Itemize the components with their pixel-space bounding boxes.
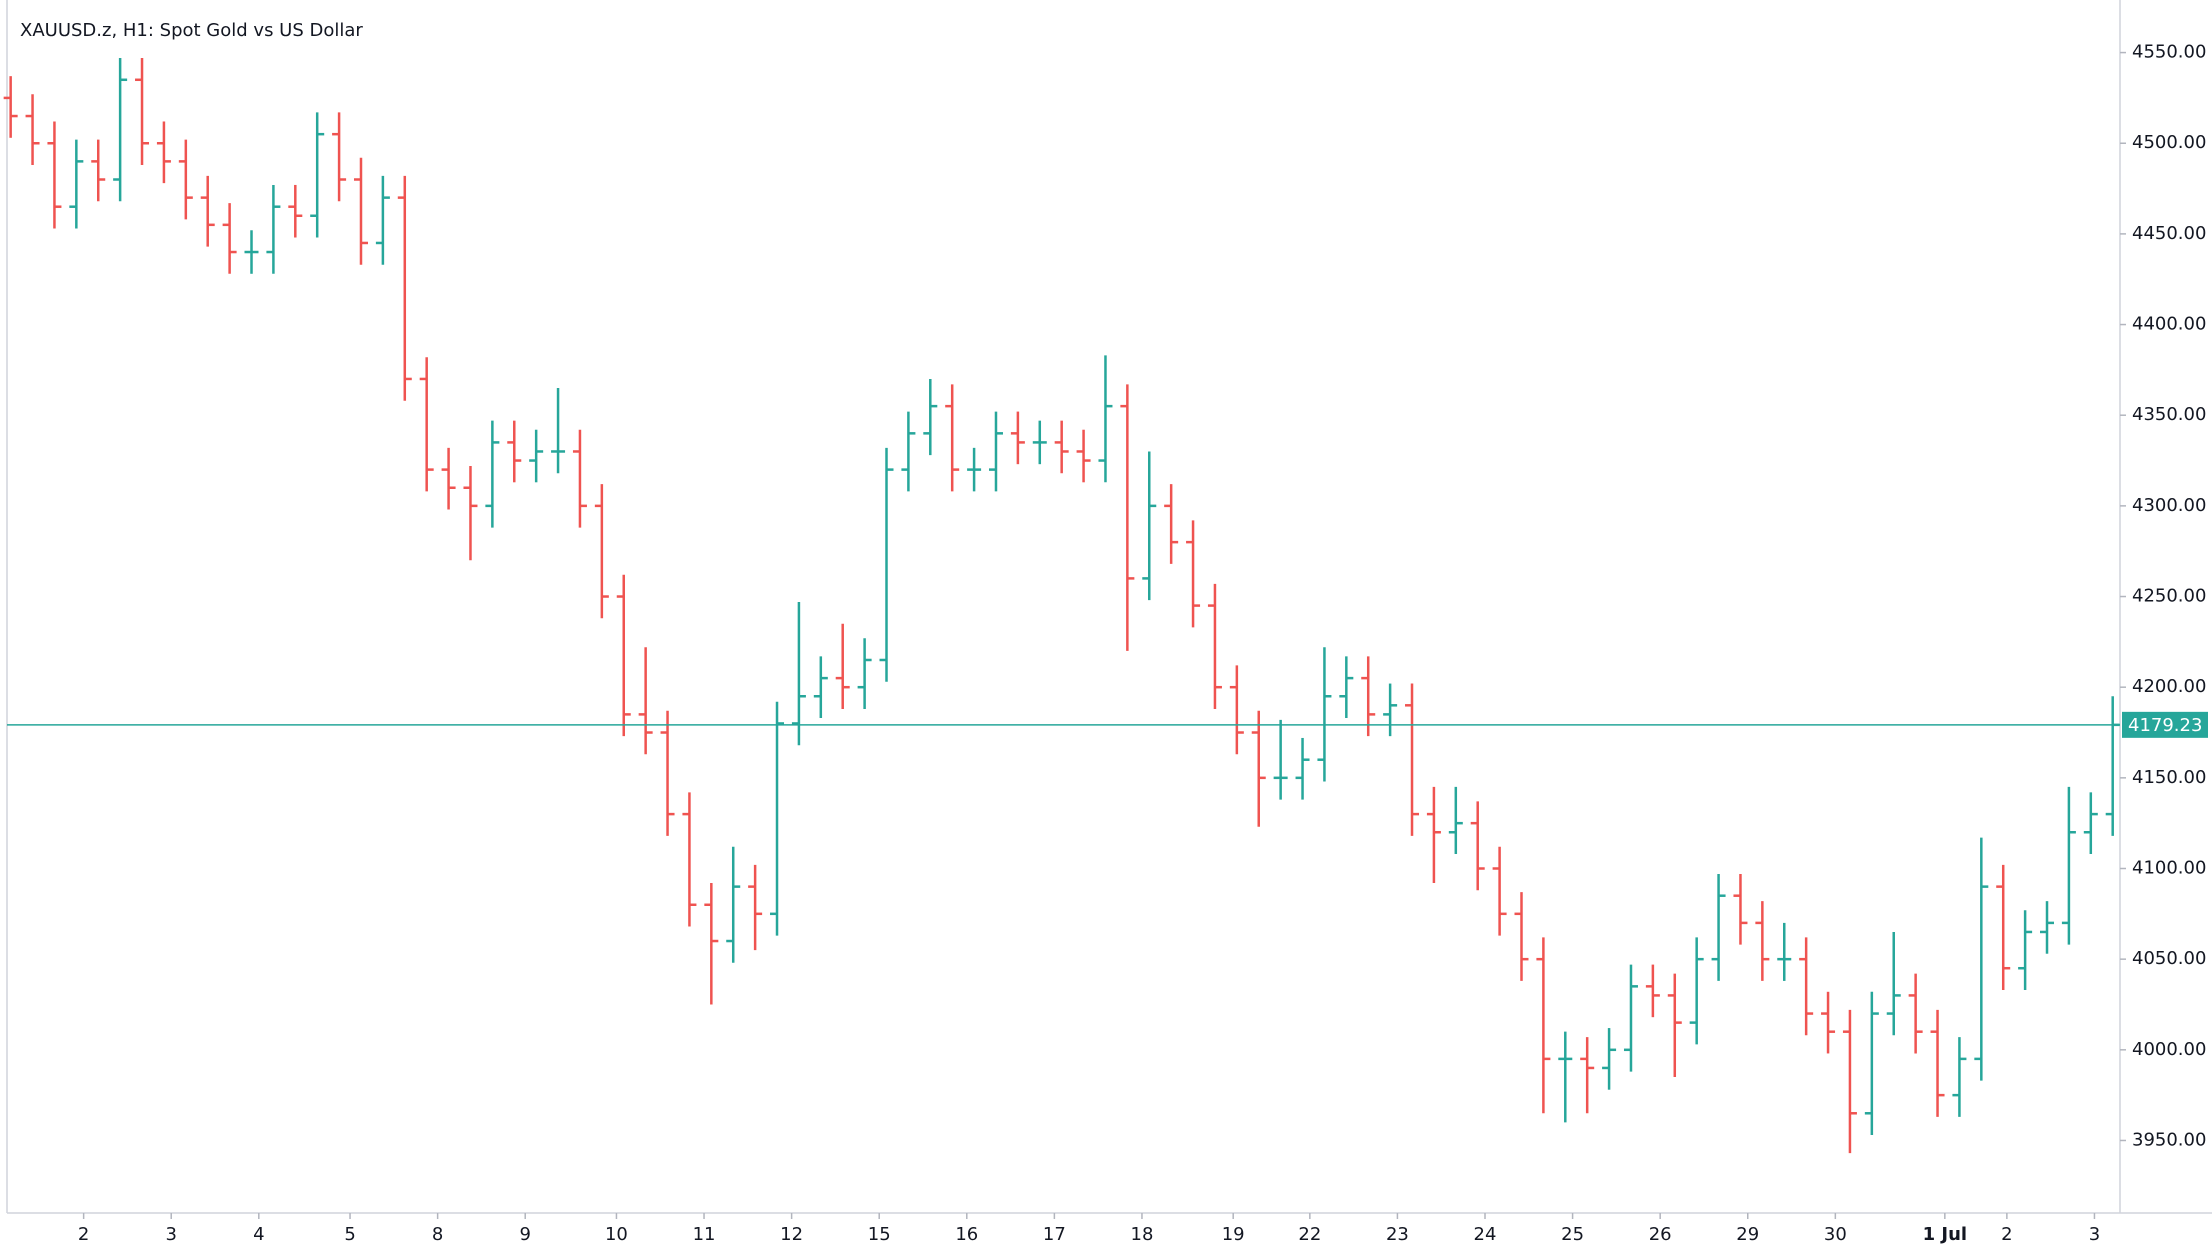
y-tick-label: 4350.00 bbox=[2132, 404, 2206, 425]
x-tick-label: 17 bbox=[1043, 1224, 1066, 1245]
x-tick-label: 30 bbox=[1824, 1224, 1847, 1245]
y-tick-label: 4150.00 bbox=[2132, 767, 2206, 788]
x-tick-label: 3 bbox=[2089, 1224, 2100, 1245]
y-tick-label: 4050.00 bbox=[2132, 948, 2206, 969]
y-tick-label: 4400.00 bbox=[2132, 314, 2206, 335]
x-tick-label: 5 bbox=[344, 1224, 355, 1245]
x-tick-label: 25 bbox=[1561, 1224, 1584, 1245]
x-tick-label: 10 bbox=[605, 1224, 628, 1245]
x-tick-label: 16 bbox=[955, 1224, 978, 1245]
x-tick-label: 26 bbox=[1649, 1224, 1672, 1245]
x-tick-label: 11 bbox=[693, 1224, 716, 1245]
y-tick-label: 4550.00 bbox=[2132, 42, 2206, 63]
x-tick-label: 12 bbox=[780, 1224, 803, 1245]
x-tick-label: 9 bbox=[519, 1224, 530, 1245]
y-tick-label: 4500.00 bbox=[2132, 132, 2206, 153]
last-price-label: 4179.23 bbox=[2128, 715, 2202, 736]
x-tick-label: 18 bbox=[1131, 1224, 1154, 1245]
x-tick-label: 19 bbox=[1222, 1224, 1245, 1245]
y-tick-label: 3950.00 bbox=[2132, 1129, 2206, 1150]
y-tick-label: 4000.00 bbox=[2132, 1039, 2206, 1060]
x-tick-label: 23 bbox=[1386, 1224, 1409, 1245]
x-tick-label: 2 bbox=[2001, 1224, 2012, 1245]
chart-title: XAUUSD.z, H1: Spot Gold vs US Dollar bbox=[20, 20, 363, 41]
y-tick-label: 4450.00 bbox=[2132, 223, 2206, 244]
last-price-box bbox=[2122, 711, 2208, 738]
x-tick-label: 2 bbox=[78, 1224, 89, 1245]
y-tick-label: 4200.00 bbox=[2132, 676, 2206, 697]
x-tick-label: 29 bbox=[1736, 1224, 1759, 1245]
x-tick-label: 1 Jul bbox=[1923, 1224, 1967, 1245]
y-tick-label: 4100.00 bbox=[2132, 858, 2206, 879]
x-tick-label: 3 bbox=[165, 1224, 176, 1245]
x-tick-label: 22 bbox=[1298, 1224, 1321, 1245]
y-tick-label: 4250.00 bbox=[2132, 586, 2206, 607]
x-tick-label: 24 bbox=[1474, 1224, 1497, 1245]
x-tick-label: 4 bbox=[253, 1224, 264, 1245]
x-tick-label: 15 bbox=[868, 1224, 891, 1245]
y-tick-label: 4300.00 bbox=[2132, 495, 2206, 516]
x-tick-label: 8 bbox=[432, 1224, 443, 1245]
